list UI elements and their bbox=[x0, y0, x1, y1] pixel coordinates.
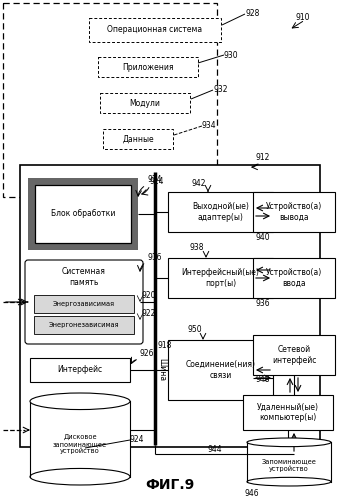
Text: Выходной(ые)
адаптер(ы): Выходной(ые) адаптер(ы) bbox=[192, 202, 249, 222]
Text: 924: 924 bbox=[130, 436, 144, 444]
Text: 932: 932 bbox=[213, 86, 227, 94]
Text: 934: 934 bbox=[202, 122, 217, 130]
Text: Данные: Данные bbox=[122, 134, 154, 143]
Text: Удаленный(ые)
компьютер(ы): Удаленный(ые) компьютер(ы) bbox=[257, 403, 319, 422]
Text: 936: 936 bbox=[255, 298, 270, 308]
FancyBboxPatch shape bbox=[253, 258, 335, 298]
Text: Энергонезависимая: Энергонезависимая bbox=[49, 322, 119, 328]
Text: ФИГ.9: ФИГ.9 bbox=[145, 478, 194, 492]
FancyBboxPatch shape bbox=[103, 129, 173, 149]
Text: Интерфейс: Интерфейс bbox=[57, 366, 103, 374]
FancyBboxPatch shape bbox=[34, 316, 134, 334]
Ellipse shape bbox=[247, 438, 331, 446]
Text: Дисковое
запоминающее
устройство: Дисковое запоминающее устройство bbox=[53, 434, 107, 454]
Text: 946: 946 bbox=[245, 488, 259, 498]
Bar bbox=[30, 402, 130, 476]
FancyBboxPatch shape bbox=[253, 192, 335, 232]
Text: 950: 950 bbox=[187, 326, 202, 334]
Text: 914: 914 bbox=[148, 176, 162, 184]
Text: Запоминающее
устройство: Запоминающее устройство bbox=[262, 458, 316, 472]
Text: 914: 914 bbox=[150, 178, 164, 186]
Text: 912: 912 bbox=[255, 154, 270, 162]
FancyBboxPatch shape bbox=[25, 260, 143, 344]
Text: 916: 916 bbox=[148, 254, 162, 262]
Ellipse shape bbox=[30, 468, 130, 485]
Text: Приложения: Приложения bbox=[122, 62, 174, 72]
FancyBboxPatch shape bbox=[20, 165, 320, 447]
Text: Сетевой
интерфейс: Сетевой интерфейс bbox=[272, 346, 316, 364]
Text: 928: 928 bbox=[245, 10, 259, 18]
Text: Шина: Шина bbox=[158, 358, 166, 382]
Text: 920: 920 bbox=[142, 292, 157, 300]
Ellipse shape bbox=[247, 478, 331, 486]
Bar bbox=[28, 178, 138, 250]
Text: Устройство(а)
ввода: Устройство(а) ввода bbox=[266, 268, 322, 287]
Text: 944: 944 bbox=[208, 446, 222, 454]
Text: 942: 942 bbox=[192, 178, 206, 188]
Text: 926: 926 bbox=[140, 350, 155, 358]
Text: 910: 910 bbox=[295, 14, 310, 22]
Text: Системная
память: Системная память bbox=[62, 268, 106, 286]
FancyBboxPatch shape bbox=[30, 358, 130, 382]
Text: Операционная система: Операционная система bbox=[107, 26, 203, 35]
Text: 940: 940 bbox=[255, 232, 270, 241]
Text: Устройство(а)
вывода: Устройство(а) вывода bbox=[266, 202, 322, 222]
FancyBboxPatch shape bbox=[168, 192, 273, 232]
Text: 938: 938 bbox=[190, 244, 204, 252]
Bar bbox=[35, 185, 131, 243]
Text: Соединение(ния)
связи: Соединение(ния) связи bbox=[185, 360, 256, 380]
Text: 930: 930 bbox=[224, 50, 239, 59]
Text: 918: 918 bbox=[158, 340, 172, 349]
FancyBboxPatch shape bbox=[100, 93, 190, 113]
FancyBboxPatch shape bbox=[253, 335, 335, 375]
FancyBboxPatch shape bbox=[89, 18, 221, 42]
Text: 922: 922 bbox=[142, 310, 156, 318]
Bar bbox=[247, 442, 331, 482]
Text: Блок обработки: Блок обработки bbox=[51, 210, 115, 218]
Text: 948: 948 bbox=[255, 376, 270, 384]
Ellipse shape bbox=[30, 393, 130, 409]
Text: Модули: Модули bbox=[129, 98, 160, 108]
FancyBboxPatch shape bbox=[34, 295, 134, 313]
FancyBboxPatch shape bbox=[168, 258, 273, 298]
FancyBboxPatch shape bbox=[168, 340, 273, 400]
Text: Интерфейсный(ые)
порт(ы): Интерфейсный(ые) порт(ы) bbox=[182, 268, 259, 287]
FancyBboxPatch shape bbox=[243, 395, 333, 430]
Text: Энергозависимая: Энергозависимая bbox=[53, 301, 115, 307]
FancyBboxPatch shape bbox=[98, 57, 198, 77]
